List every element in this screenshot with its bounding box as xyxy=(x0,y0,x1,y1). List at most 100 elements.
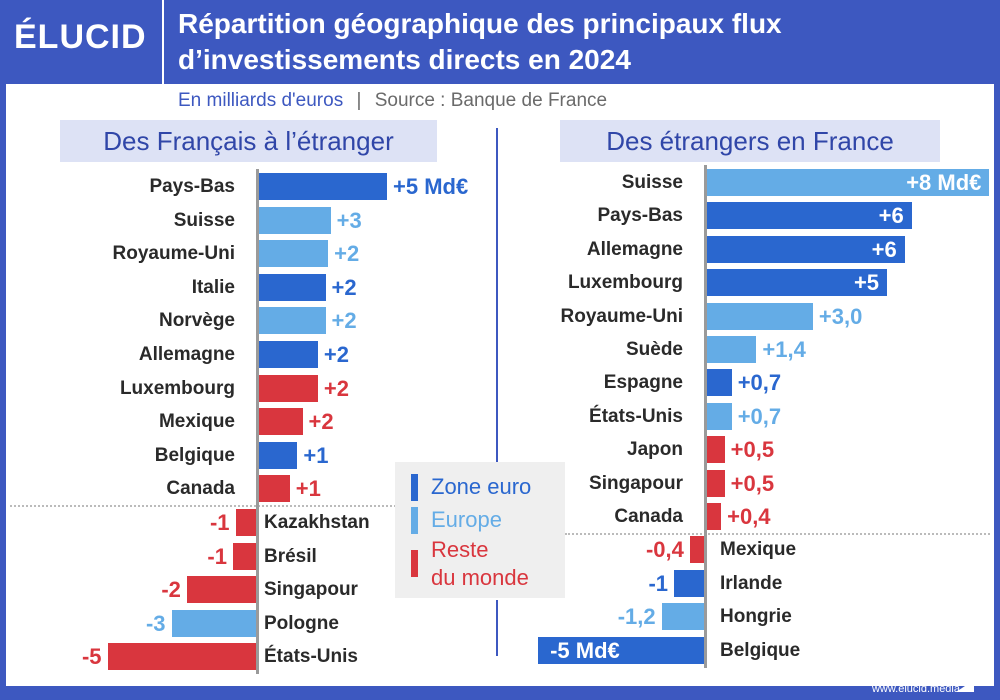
country-label: Royaume-Uni xyxy=(112,243,235,265)
value-label: +1,4 xyxy=(762,337,806,362)
bar-belgique xyxy=(259,441,298,469)
country-label: Luxembourg xyxy=(119,377,235,399)
value-label: +1 xyxy=(295,476,321,502)
elucid-mark-icon xyxy=(956,680,974,692)
country-label: Hongrie xyxy=(720,606,792,628)
subtitle: En milliards d'euros | Source : Banque d… xyxy=(178,90,607,112)
footer-url[interactable]: www.elucid.media xyxy=(871,683,960,695)
value-label: -2 xyxy=(161,577,181,603)
country-label: Belgique xyxy=(154,444,235,466)
country-label: Allemagne xyxy=(586,238,683,260)
bar-kazakhstan xyxy=(235,509,256,536)
country-label: Suisse xyxy=(173,209,235,231)
legend-swatch-europe xyxy=(411,507,418,534)
value-label: +6 xyxy=(871,236,897,262)
value-label: -3 xyxy=(145,610,166,636)
country-label: Mexique xyxy=(158,411,235,433)
bar-hongrie xyxy=(661,603,704,631)
legend-swatch-reste-du-monde xyxy=(411,550,418,577)
bar-luxembourg xyxy=(707,269,888,297)
legend: Zone euro Europe Reste du monde xyxy=(395,462,565,598)
country-label: Singapour xyxy=(264,579,358,601)
source-label: Source : Banque de France xyxy=(374,90,608,111)
country-label: Japon xyxy=(627,439,683,461)
bar-mexique xyxy=(689,536,704,564)
value-label: +0,4 xyxy=(727,504,771,529)
bar-mexique xyxy=(259,408,303,436)
country-label: Norvège xyxy=(158,310,235,332)
country-label: Irlande xyxy=(720,572,783,594)
title-line-2: d’investissements directs en 2024 xyxy=(178,44,631,75)
bar-royaume-uni xyxy=(707,302,813,330)
country-label: Belgique xyxy=(720,639,801,661)
country-label: Pologne xyxy=(264,612,339,634)
country-label: Royaume-Uni xyxy=(560,305,683,327)
country-label: États-Unis xyxy=(589,405,683,427)
bar-états-unis xyxy=(707,402,732,430)
legend-label-line-1: Reste xyxy=(431,537,489,562)
value-label: +5 Md€ xyxy=(393,174,469,199)
value-label: -1 xyxy=(209,510,230,535)
value-label: +3 xyxy=(336,207,362,233)
bar-pologne xyxy=(171,609,256,637)
zero-axis xyxy=(256,169,259,675)
header-divider xyxy=(162,0,164,84)
country-label: Canada xyxy=(614,506,683,527)
bar-japon xyxy=(707,436,725,464)
bar-royaume-uni xyxy=(259,240,329,268)
country-label: Italie xyxy=(191,276,235,298)
bar-norvège xyxy=(259,307,326,335)
right-zero-separator xyxy=(565,533,990,535)
value-label: +8 Md€ xyxy=(906,170,982,195)
bar-canada xyxy=(259,475,290,503)
value-label: +2 xyxy=(323,375,349,401)
bar-allemagne xyxy=(707,235,905,263)
right-section-title: Des étrangers en France xyxy=(560,120,940,162)
bar-singapour xyxy=(707,469,725,497)
value-label: +2 xyxy=(308,409,334,435)
bar-pays-bas xyxy=(259,173,387,200)
section-divider-lower xyxy=(496,600,498,656)
section-divider xyxy=(496,128,498,462)
value-label: +6 xyxy=(878,203,904,229)
left-zero-separator xyxy=(10,505,400,507)
country-label: Suède xyxy=(625,339,683,360)
bar-brésil xyxy=(232,542,256,570)
country-label: Pays-Bas xyxy=(149,176,235,197)
bar-espagne xyxy=(707,369,732,397)
country-label: Luxembourg xyxy=(567,272,683,294)
value-label: +2 xyxy=(331,274,357,300)
legend-label-zone-euro: Zone euro xyxy=(431,474,532,499)
bar-états-unis xyxy=(107,643,256,671)
bar-luxembourg xyxy=(259,374,318,402)
bar-suisse xyxy=(259,206,331,234)
subtitle-separator: | xyxy=(356,90,362,111)
value-label: +0,7 xyxy=(737,370,782,396)
bar-pays-bas xyxy=(707,202,912,230)
legend-label-reste-du-monde: Reste du monde xyxy=(431,536,529,592)
title-line-1: Répartition géographique des principaux … xyxy=(178,8,782,39)
left-section-title: Des Français à l’étranger xyxy=(60,120,437,162)
bar-belgique xyxy=(538,636,704,664)
country-label: Allemagne xyxy=(138,344,235,365)
value-label: +5 xyxy=(853,270,880,296)
value-label: -1 xyxy=(207,543,227,569)
legend-label-line-2: du monde xyxy=(431,565,529,590)
bar-suède xyxy=(707,336,757,363)
bar-suisse xyxy=(707,169,990,196)
bar-allemagne xyxy=(259,341,318,368)
country-label: Mexique xyxy=(720,539,797,561)
legend-swatch-zone-euro xyxy=(411,474,418,501)
elucid-logo: ÉLUCID xyxy=(14,18,147,56)
value-label: +0,7 xyxy=(737,403,782,429)
country-label: Pays-Bas xyxy=(597,205,683,227)
unit-label: En milliards d'euros xyxy=(178,90,344,111)
value-label: -1 xyxy=(648,570,668,596)
value-label: -1,2 xyxy=(617,604,656,630)
value-label: -5 xyxy=(81,644,102,670)
country-label: États-Unis xyxy=(264,646,358,668)
country-label: Espagne xyxy=(603,372,683,394)
zero-axis xyxy=(704,165,707,668)
value-label: -5 Md€ xyxy=(550,637,620,663)
page-title: Répartition géographique des principaux … xyxy=(178,6,978,78)
